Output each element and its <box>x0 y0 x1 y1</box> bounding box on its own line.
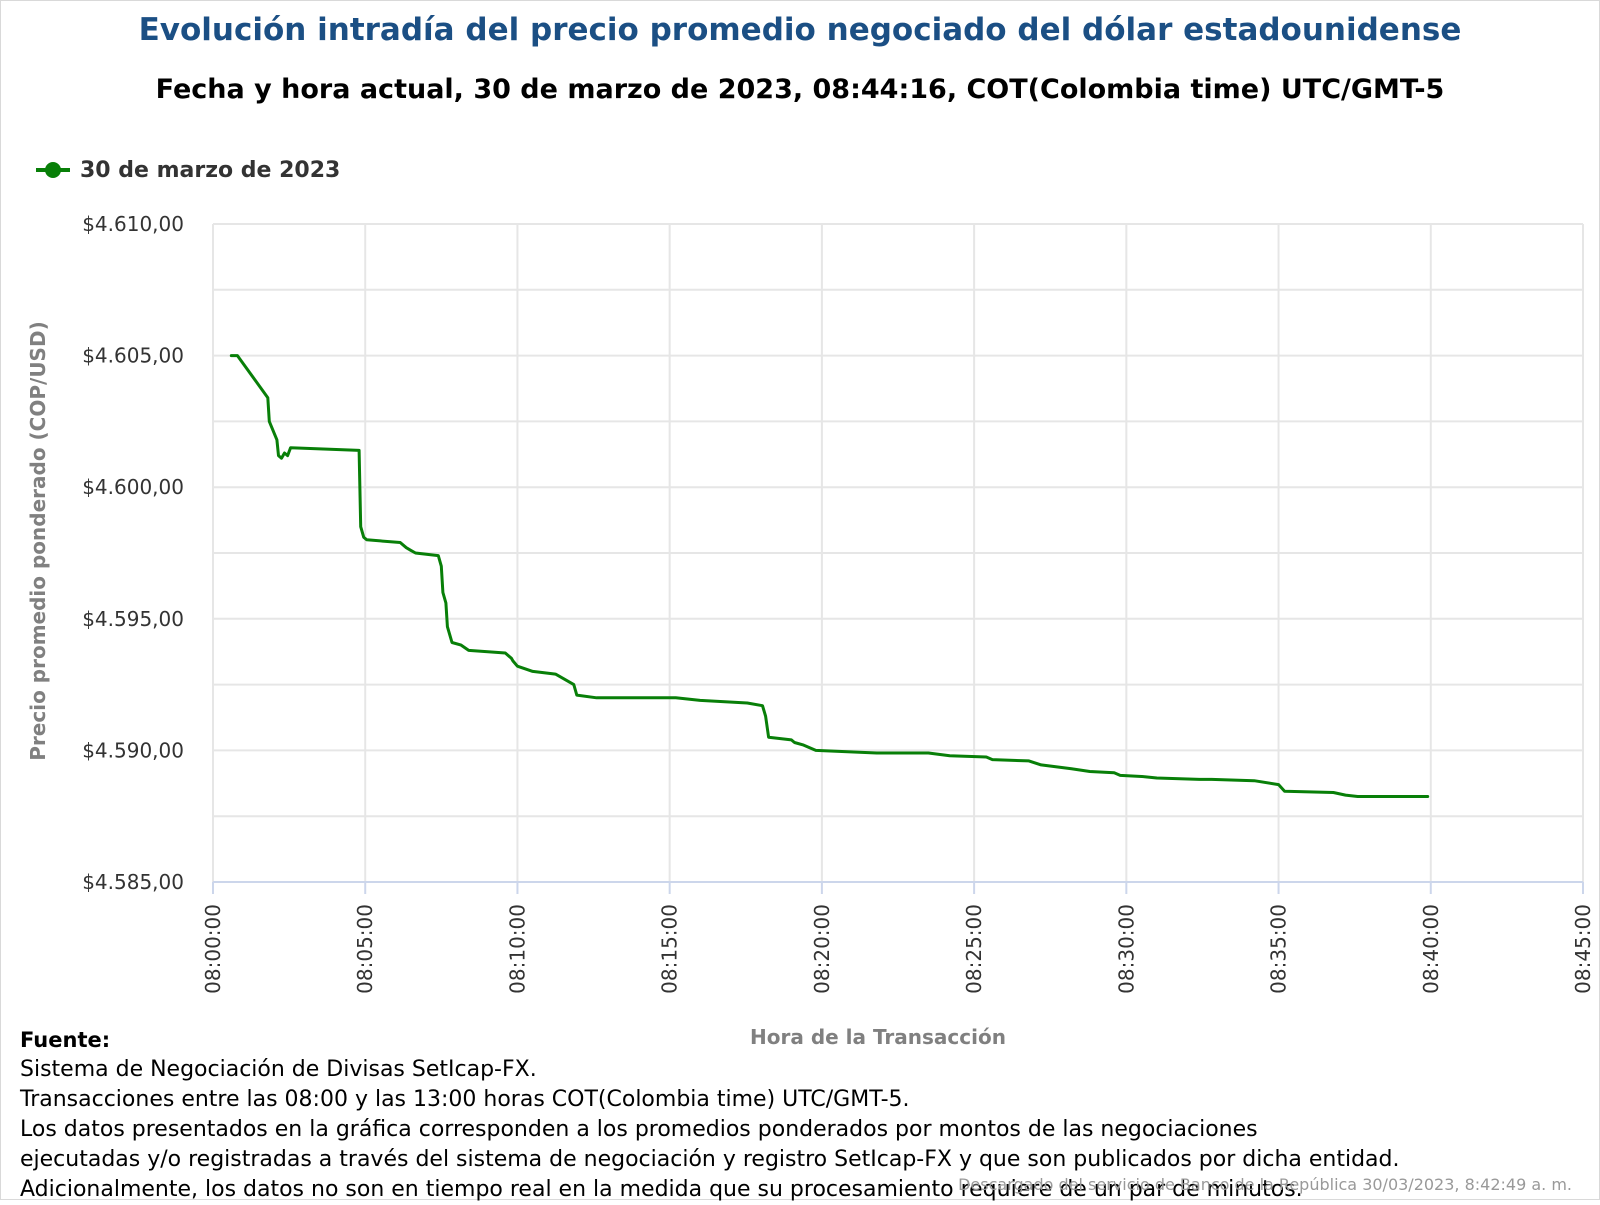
x-axis-title: Hora de la Transacción <box>750 1025 1006 1049</box>
footer-line: ejecutadas y/o registradas a través del … <box>20 1147 1400 1172</box>
y-tick-label: $4.585,00 <box>82 870 184 894</box>
x-tick-label: 08:40:00 <box>1419 904 1443 994</box>
footer-heading: Fuente: <box>20 1028 111 1052</box>
x-tick-label: 08:05:00 <box>353 904 377 994</box>
y-tick-label: $4.600,00 <box>82 475 184 499</box>
legend-item[interactable]: 30 de marzo de 2023 <box>36 152 340 188</box>
y-tick-label: $4.605,00 <box>82 344 184 368</box>
x-tick-label: 08:00:00 <box>201 904 225 994</box>
x-tick-label: 08:25:00 <box>962 904 986 994</box>
series-line <box>229 354 1430 798</box>
chart-subtitle: Fecha y hora actual, 30 de marzo de 2023… <box>155 74 1445 105</box>
x-tick-label: 08:45:00 <box>1571 904 1595 994</box>
grid-lines <box>213 223 1584 882</box>
x-tick-label: 08:10:00 <box>505 904 529 994</box>
x-tick-label: 08:30:00 <box>1114 904 1138 994</box>
footer-line: Los datos presentados en la gráfica corr… <box>20 1117 1258 1142</box>
x-tick-label: 08:20:00 <box>810 904 834 994</box>
y-tick-label: $4.590,00 <box>82 738 184 762</box>
chart-title: Evolución intradía del precio promedio n… <box>138 12 1462 48</box>
source-footer: Fuente: Sistema de Negociación de Divisa… <box>20 1025 1580 1205</box>
axes <box>212 224 1584 894</box>
footer-line: Transacciones entre las 08:00 y las 13:0… <box>20 1087 910 1112</box>
legend-label: 30 de marzo de 2023 <box>80 157 341 183</box>
y-tick-label: $4.595,00 <box>82 607 184 631</box>
legend-line-marker-icon <box>36 160 70 180</box>
credit-text: Descargado del servicio de Banco de la R… <box>958 1175 1572 1194</box>
y-tick-label: $4.610,00 <box>82 212 184 236</box>
series-layer <box>229 354 1430 798</box>
x-tick-label: 08:35:00 <box>1267 904 1291 994</box>
x-tick-label: 08:15:00 <box>658 904 682 994</box>
tick-labels: $4.585,00 $4.590,00 $4.595,00 $4.600,00 $4.6… <box>82 212 1595 994</box>
y-axis-title: Precio promedio ponderado (COP/USD) <box>26 321 50 760</box>
footer-line: Adicionalmente, los datos no son en tiem… <box>20 1177 1303 1202</box>
footer-line: Sistema de Negociación de Divisas SetIca… <box>20 1057 537 1082</box>
